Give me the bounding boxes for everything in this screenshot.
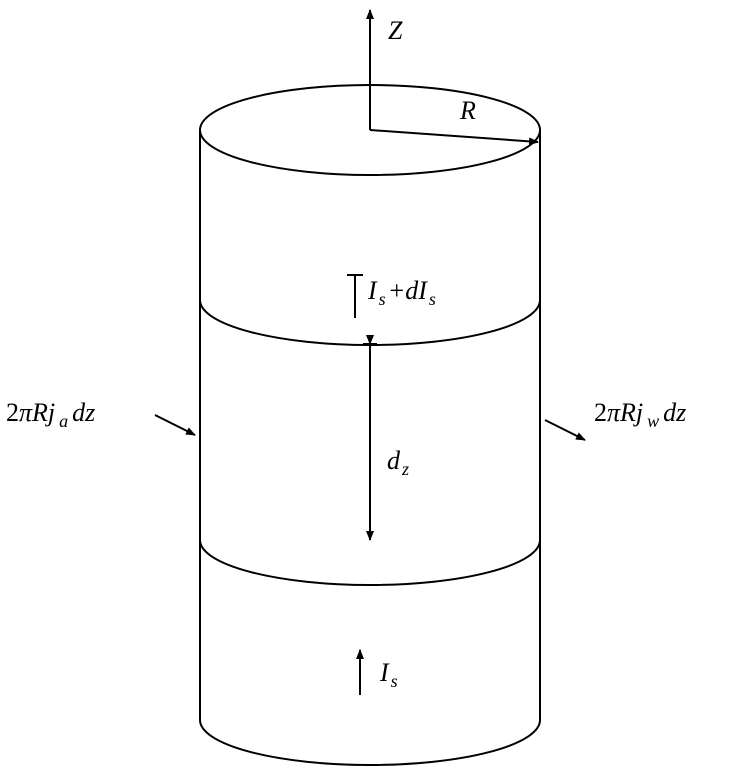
label-Z: Z bbox=[388, 18, 402, 44]
cylinder-diagram bbox=[0, 0, 730, 784]
label-dz: dz bbox=[387, 448, 409, 474]
label-Is-bottom: Is bbox=[380, 660, 398, 686]
label-right-flux: 2πRjwdz bbox=[594, 400, 686, 426]
label-left-flux: 2πRjadz bbox=[6, 400, 95, 426]
label-R: R bbox=[460, 98, 476, 124]
label-Is-plus-dIs: Is+dIs bbox=[368, 278, 436, 304]
